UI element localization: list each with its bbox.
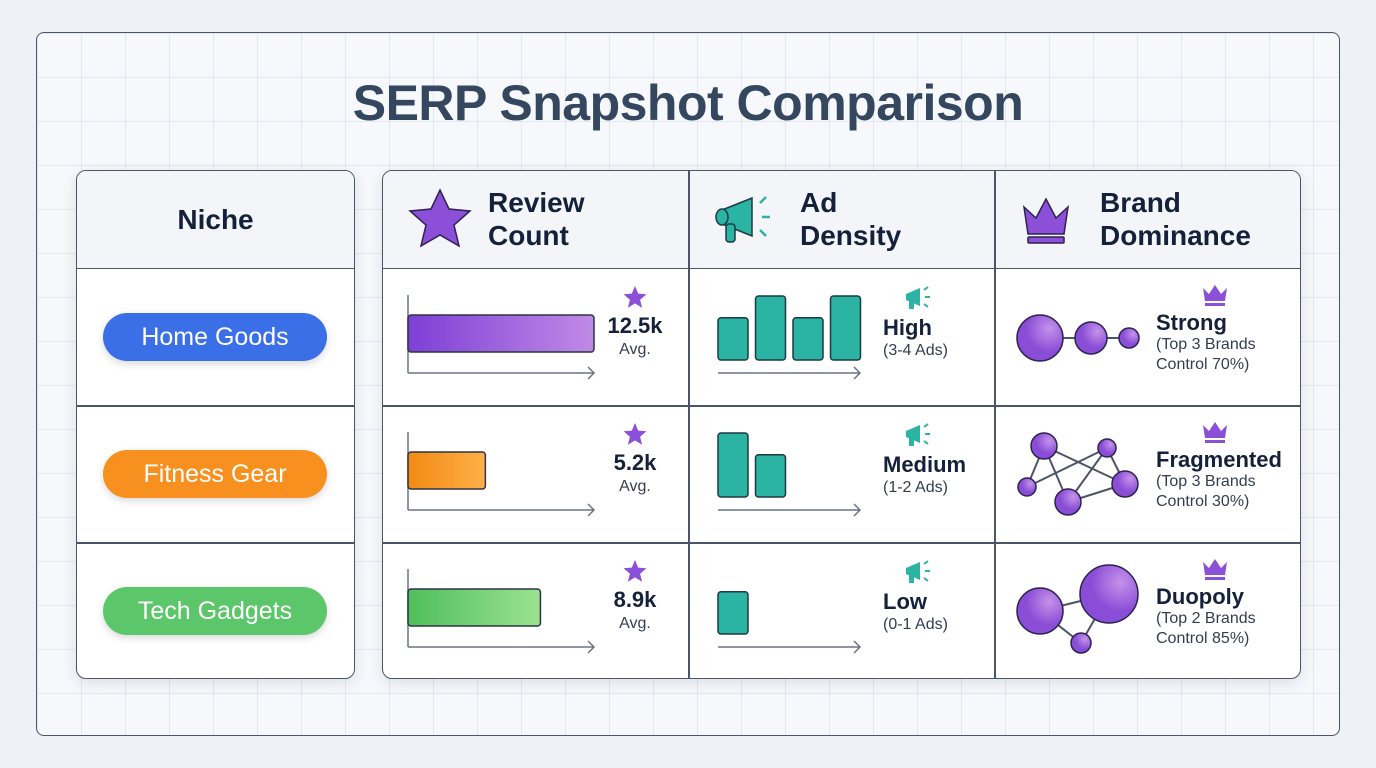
brand-node: [1097, 438, 1117, 458]
ad-bar: [717, 591, 749, 635]
ad-megaphone-icon: [906, 288, 920, 309]
ad-bar: [717, 432, 749, 498]
niche-pill[interactable]: Home Goods: [103, 313, 327, 361]
ad-megaphone-icon: [906, 425, 920, 446]
brand-desc-line1: (Top 3 Brands: [1156, 473, 1256, 490]
ad-level: Low: [883, 589, 927, 614]
review-star-icon: [623, 423, 647, 445]
brand-header-line1: Brand: [1100, 187, 1181, 218]
brand-desc-line2: Control 30%): [1156, 493, 1250, 510]
ad-megaphone-icon-waves: [923, 560, 930, 582]
brand-node: [1118, 327, 1140, 349]
brand-level: Fragmented: [1156, 447, 1282, 472]
ad-bar: [792, 317, 824, 361]
brand-desc-line2: Control 70%): [1156, 356, 1250, 373]
brand-level: Duopoly: [1156, 584, 1244, 609]
brand-node: [1016, 587, 1064, 635]
review-avg-label: Avg.: [619, 341, 651, 358]
review-bar: [407, 451, 487, 490]
review-value: 12.5k: [607, 313, 663, 338]
brand-node: [1111, 470, 1139, 498]
brand-node: [1017, 477, 1037, 497]
niche-pill[interactable]: Fitness Gear: [103, 450, 327, 498]
review-header: Review Count: [488, 186, 585, 252]
niche-pill[interactable]: Tech Gadgets: [103, 587, 327, 635]
brand-node: [1074, 321, 1108, 355]
brand-header-line2: Dominance: [1100, 220, 1251, 251]
ad-header-line1: Ad: [800, 187, 838, 218]
niche-header: Niche: [177, 204, 254, 235]
brand-link: [1026, 447, 1108, 488]
review-star-icon: [623, 560, 647, 582]
crown-icon: [1022, 197, 1070, 244]
review-x-axis-arrow: [408, 366, 596, 380]
brand-node: [1054, 488, 1082, 516]
review-avg-label: Avg.: [619, 478, 651, 495]
review-value: 8.9k: [613, 587, 657, 612]
megaphone-icon: [715, 196, 770, 243]
ad-megaphone-icon-waves: [923, 286, 930, 308]
review-header-line1: Review: [488, 187, 585, 218]
brand-crown-icon: [1203, 559, 1227, 580]
brand-node: [1016, 314, 1064, 362]
metrics-panel: [382, 170, 1301, 679]
brand-desc-line1: (Top 2 Brands: [1156, 610, 1256, 627]
ad-bar: [754, 295, 787, 361]
star-icon: [408, 188, 472, 248]
ad-header-line2: Density: [800, 220, 902, 251]
brand-crown-icon: [1203, 285, 1227, 306]
review-x-axis-arrow: [408, 640, 596, 654]
brand-node: [1079, 564, 1139, 624]
review-value: 5.2k: [613, 450, 657, 475]
brand-node: [1070, 632, 1092, 654]
ad-megaphone-icon: [906, 562, 920, 583]
ad-range: (3-4 Ads): [883, 342, 948, 359]
brand-header: Brand Dominance: [1100, 186, 1251, 252]
ad-x-axis-arrow: [718, 366, 862, 380]
ad-bar: [754, 454, 787, 498]
ad-x-axis-arrow: [718, 503, 862, 517]
brand-crown-icon: [1203, 422, 1227, 443]
brand-level: Strong: [1156, 310, 1227, 335]
review-avg-label: Avg.: [619, 615, 651, 632]
review-bar: [407, 588, 542, 627]
ad-level: Medium: [883, 452, 967, 477]
ad-range: (0-1 Ads): [883, 616, 948, 633]
review-star-icon: [623, 286, 647, 308]
brand-node: [1030, 432, 1058, 460]
ad-bar: [717, 317, 749, 361]
ad-range: (1-2 Ads): [883, 479, 948, 496]
ad-header: Ad Density: [800, 186, 901, 252]
brand-desc-line2: Control 85%): [1156, 630, 1250, 647]
ad-bar: [829, 295, 862, 361]
ad-level: High: [883, 315, 932, 340]
ad-megaphone-icon-waves: [923, 423, 930, 445]
review-header-line2: Count: [488, 220, 569, 251]
brand-link: [1043, 445, 1126, 485]
page-title: SERP Snapshot Comparison: [352, 75, 1024, 131]
review-bar: [407, 314, 595, 353]
review-x-axis-arrow: [408, 503, 596, 517]
brand-desc-line1: (Top 3 Brands: [1156, 336, 1256, 353]
ad-x-axis-arrow: [718, 640, 862, 654]
